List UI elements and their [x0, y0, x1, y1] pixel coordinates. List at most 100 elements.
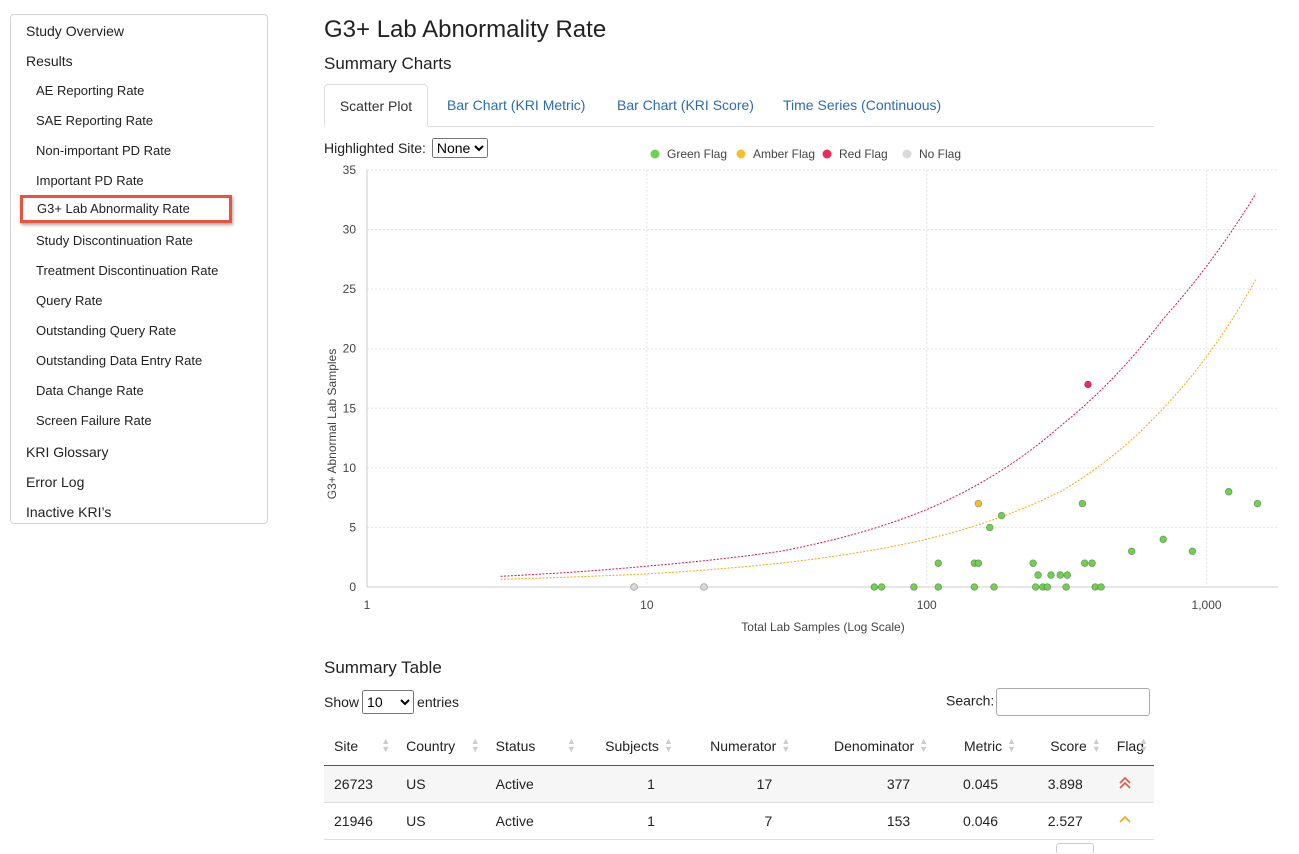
sidebar-item-sae-reporting-rate[interactable]: SAE Reporting Rate [36, 113, 154, 128]
data-point [997, 511, 1006, 520]
tab-scatter-plot[interactable]: Scatter Plot [324, 84, 428, 127]
sidebar-item-study-discontinuation-rate[interactable]: Study Discontinuation Rate [36, 233, 193, 248]
legend-swatch [902, 149, 912, 159]
sidebar-item-screen-failure-rate[interactable]: Screen Failure Rate [36, 413, 152, 428]
summary-table-heading: Summary Table [324, 658, 442, 677]
data-point [1078, 499, 1087, 508]
data-point [1080, 559, 1089, 567]
sidebar-item-ae-reporting-rate[interactable]: AE Reporting Rate [36, 83, 145, 98]
column-header-site[interactable]: Site ▲ ▼ [324, 726, 397, 766]
sidebar-item-important-pd-rate[interactable]: Important PD Rate [36, 173, 144, 188]
column-header-label: Status [495, 737, 536, 754]
data-point [974, 499, 983, 508]
column-header-subjects[interactable]: Subjects ▲ ▼ [581, 726, 679, 766]
chart-axes: 0 5 10 15 20 25 30 35 1 10 100 1,000 [343, 163, 1278, 612]
sidebar-item-outstanding-query-rate[interactable]: Outstanding Query Rate [36, 323, 177, 338]
threshold-line [500, 279, 1257, 580]
column-header-label: Subjects [605, 737, 659, 754]
x-tick-label: 1,000 [1192, 598, 1222, 612]
show-entries-suffix: entries [417, 694, 460, 710]
column-header-numerator[interactable]: Numerator ▲ ▼ [678, 726, 797, 766]
column-header-label: Country [406, 737, 456, 754]
threshold-line [500, 193, 1257, 577]
column-header-status[interactable]: Status ▲ ▼ [485, 726, 582, 766]
cell-flag [1106, 765, 1154, 803]
chart-gridlines [366, 169, 1278, 588]
table-row[interactable]: 21946 US Active 1 7 153 0.046 2.527 [324, 802, 1154, 840]
legend-swatch [822, 149, 832, 159]
data-point [1084, 380, 1092, 389]
y-axis-label: G3+ Abnormal Lab Samples [325, 349, 339, 499]
summary-table: Site ▲ ▼ Country ▲ ▼ Status ▲ ▼ Subjects ▲ ▼ Num… [324, 726, 1154, 840]
show-entries-control: Show 10 entries [324, 690, 459, 714]
sidebar-item-results[interactable]: Results [26, 53, 73, 69]
cell-metric: 0.045 [934, 765, 1023, 803]
y-tick-label: 5 [349, 520, 356, 534]
data-point [1097, 583, 1105, 591]
column-header-label: Metric [963, 737, 1003, 754]
highlight-site-label: Highlighted Site: [324, 140, 426, 156]
pagination-button[interactable] [1056, 843, 1094, 854]
highlight-site-select[interactable]: None [431, 138, 488, 158]
column-header-flag[interactable]: Flag ▲ ▼ [1106, 726, 1154, 766]
entries-per-page-select[interactable]: 10 [362, 690, 415, 714]
column-header-score[interactable]: Score ▲ ▼ [1022, 726, 1107, 766]
sort-icon: ▲ ▼ [566, 736, 576, 754]
cell-flag [1106, 802, 1154, 840]
column-header-metric[interactable]: Metric ▲ ▼ [934, 726, 1023, 766]
legend-label: No Flag [919, 147, 961, 161]
data-point [934, 583, 943, 591]
sidebar-item-kri-glossary[interactable]: KRI Glossary [26, 444, 109, 460]
column-header-denominator[interactable]: Denominator ▲ ▼ [796, 726, 935, 766]
cell-denominator: 377 [796, 765, 935, 803]
cell-metric: 0.046 [934, 802, 1023, 840]
cell-numerator: 7 [678, 802, 797, 840]
cell-score: 2.527 [1022, 802, 1107, 840]
legend-label: Red Flag [839, 147, 888, 161]
tab-time-series-continuous[interactable]: Time Series (Continuous) [783, 97, 942, 113]
sidebar-item-query-rate[interactable]: Query Rate [36, 293, 103, 308]
search-input[interactable] [996, 688, 1151, 716]
x-tick-label: 100 [917, 598, 937, 612]
y-tick-label: 30 [343, 223, 357, 237]
scatter-chart: Green Flag Amber Flag Red Flag No Flag 0 5 10… [325, 147, 1278, 634]
sidebar-item-error-log[interactable]: Error Log [26, 474, 85, 490]
sidebar-item-g3-lab-abnormality-rate[interactable]: G3+ Lab Abnormality Rate [20, 195, 232, 223]
tab-bar-chart-kri-score[interactable]: Bar Chart (KRI Score) [617, 97, 754, 113]
sidebar-item-outstanding-data-entry-rate[interactable]: Outstanding Data Entry Rate [36, 353, 203, 368]
data-point [1088, 559, 1096, 567]
data-point [870, 583, 879, 591]
cell-score: 3.898 [1022, 765, 1107, 803]
cell-site: 26723 [324, 765, 397, 803]
y-tick-label: 15 [343, 401, 357, 415]
cell-numerator: 17 [678, 765, 797, 803]
column-header-label: Flag [1116, 737, 1144, 754]
y-tick-label: 20 [343, 342, 357, 356]
cell-country: US [396, 802, 486, 840]
legend-swatch [650, 149, 660, 159]
table-row[interactable]: 26723 US Active 1 17 377 0.045 3.898 [324, 765, 1154, 803]
data-point [1253, 499, 1262, 508]
sort-icon: ▲ ▼ [781, 736, 791, 754]
sidebar-item-treatment-discontinuation-rate[interactable]: Treatment Discontinuation Rate [36, 263, 219, 278]
highlight-site-control: Highlighted Site: None [324, 138, 488, 158]
data-point [1188, 547, 1197, 556]
sidebar-item-non-important-pd-rate[interactable]: Non-important PD Rate [36, 143, 172, 158]
column-header-country[interactable]: Country ▲ ▼ [396, 726, 486, 766]
sidebar-item-study-overview[interactable]: Study Overview [26, 23, 125, 39]
data-point [1063, 571, 1072, 579]
data-point [1224, 487, 1233, 496]
legend-swatch [736, 149, 746, 159]
sidebar-item-inactive-kris[interactable]: Inactive KRI’s [26, 504, 112, 520]
tab-bar-chart-kri-metric[interactable]: Bar Chart (KRI Metric) [447, 97, 586, 113]
data-points [630, 380, 1262, 591]
data-point [877, 583, 886, 591]
sort-icon: ▲ ▼ [1139, 736, 1148, 754]
legend-label: Amber Flag [753, 147, 815, 161]
sidebar-item-data-change-rate[interactable]: Data Change Rate [36, 383, 144, 398]
x-tick-label: 1 [364, 598, 371, 612]
sidebar-nav: Study Overview Results AE Reporting Rate… [10, 14, 268, 524]
column-header-label: Numerator [710, 737, 777, 754]
cell-denominator: 153 [796, 802, 935, 840]
sort-icon: ▲ ▼ [470, 736, 480, 754]
